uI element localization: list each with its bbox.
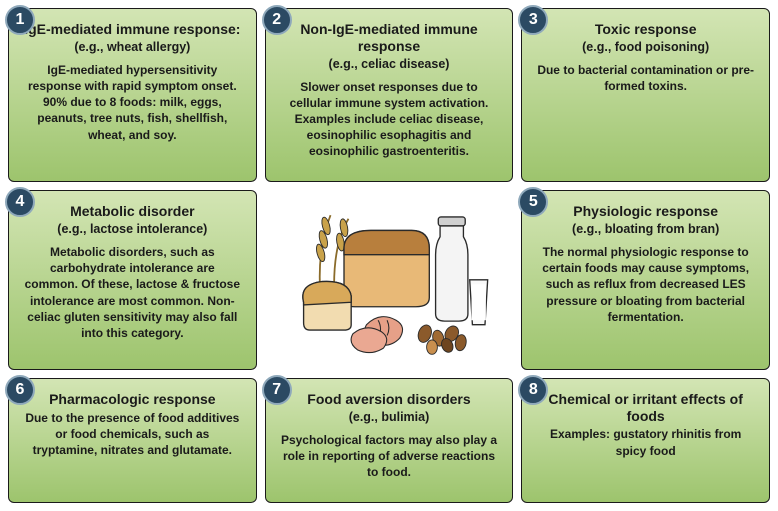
card-7-body: Psychological factors may also play a ro… <box>280 432 499 481</box>
card-5-title: Physiologic response <box>573 203 718 220</box>
card-4: 4 Metabolic disorder (e.g., lactose into… <box>8 190 257 370</box>
badge-7: 7 <box>262 375 292 405</box>
card-3: 3 Toxic response (e.g., food poisoning) … <box>521 8 770 182</box>
card-8: 8 Chemical or irritant effects of foods … <box>521 378 770 503</box>
card-5-body: The normal physiologic response to certa… <box>536 244 755 325</box>
card-4-title: Metabolic disorder <box>70 203 194 220</box>
cards-grid: 1 IgE-mediated immune response: (e.g., w… <box>8 8 770 503</box>
card-7-title: Food aversion disorders <box>307 391 470 408</box>
badge-5: 5 <box>518 187 548 217</box>
badge-1: 1 <box>5 5 35 35</box>
badge-6: 6 <box>5 375 35 405</box>
card-6: 6 Pharmacologic response Due to the pres… <box>8 378 257 503</box>
card-5-subtitle: (e.g., bloating from bran) <box>572 222 719 236</box>
card-2-body: Slower onset responses due to cellular i… <box>280 79 499 160</box>
card-1-subtitle: (e.g., wheat allergy) <box>74 40 190 54</box>
card-8-title: Chemical or irritant effects of foods <box>536 391 755 425</box>
card-7: 7 Food aversion disorders (e.g., bulimia… <box>265 378 514 503</box>
card-3-body: Due to bacterial contamination or pre-fo… <box>536 62 755 94</box>
badge-2: 2 <box>262 5 292 35</box>
card-2: 2 Non-IgE-mediated immune response (e.g.… <box>265 8 514 182</box>
food-illustration <box>265 190 514 370</box>
card-3-subtitle: (e.g., food poisoning) <box>582 40 709 54</box>
card-8-body: Examples: gustatory rhinitis from spicy … <box>536 426 755 458</box>
card-3-title: Toxic response <box>595 21 697 38</box>
badge-8: 8 <box>518 375 548 405</box>
card-6-title: Pharmacologic response <box>49 391 216 408</box>
badge-4: 4 <box>5 187 35 217</box>
card-1-title: IgE-mediated immune response: <box>24 21 240 38</box>
card-1: 1 IgE-mediated immune response: (e.g., w… <box>8 8 257 182</box>
food-illustration-svg <box>277 199 501 361</box>
badge-3: 3 <box>518 5 548 35</box>
card-1-body: IgE-mediated hypersensitivity response w… <box>23 62 242 143</box>
card-6-body: Due to the presence of food additives or… <box>23 410 242 459</box>
card-4-body: Metabolic disorders, such as carbohydrat… <box>23 244 242 341</box>
card-7-subtitle: (e.g., bulimia) <box>349 410 430 424</box>
card-2-title: Non-IgE-mediated immune response <box>280 21 499 55</box>
card-2-subtitle: (e.g., celiac disease) <box>329 57 450 71</box>
card-5: 5 Physiologic response (e.g., bloating f… <box>521 190 770 370</box>
card-4-subtitle: (e.g., lactose intolerance) <box>57 222 207 236</box>
